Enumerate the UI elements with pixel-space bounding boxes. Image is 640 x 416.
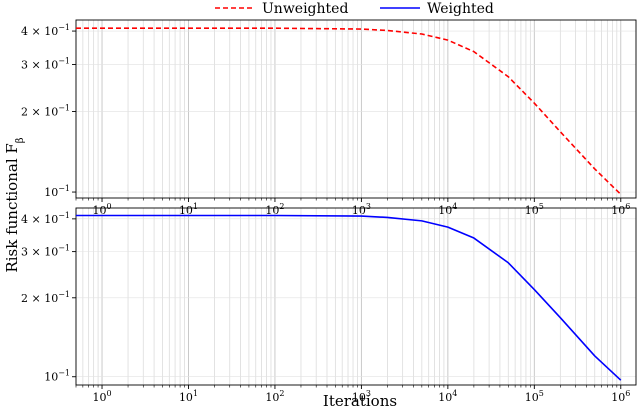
x-tick-label: 102 xyxy=(265,202,284,217)
y-tick-label: 3 × 10−1 xyxy=(21,244,70,259)
plot-frame xyxy=(75,207,637,386)
series-line-weighted xyxy=(76,214,622,381)
y-tick-label: 10−1 xyxy=(44,184,70,199)
x-tick-label: 101 xyxy=(179,389,198,404)
y-tick-label: 3 × 10−1 xyxy=(21,56,70,71)
x-tick-label: 106 xyxy=(611,389,630,404)
x-axis-label: Iterations xyxy=(323,392,397,410)
y-axis-label-subscript: β xyxy=(15,137,26,143)
x-tick-label: 106 xyxy=(611,202,630,217)
y-tick-label: 2 × 10−1 xyxy=(21,104,70,119)
legend-label-unweighted: Unweighted xyxy=(262,1,348,17)
panel-1: 100 101 102 103 104 105 106 4 × 10−1 3 × 10−1 2 ×… xyxy=(21,19,637,217)
series-line-unweighted xyxy=(76,27,622,195)
y-tick-label: 10−1 xyxy=(44,369,70,384)
x-tick-label: 103 xyxy=(352,389,371,404)
x-tick-label: 104 xyxy=(438,389,457,404)
x-tick-label: 100 xyxy=(92,389,111,404)
panel-2: 100 101 102 103 104 105 106 4 × 10−1 3 × 10−1 2 ×… xyxy=(21,207,637,404)
x-tick-label: 101 xyxy=(179,202,198,217)
x-tick-label: 100 xyxy=(92,202,111,217)
y-axis-label: Risk functional Fβ xyxy=(3,137,26,272)
panels-layer: 100 101 102 103 104 105 106 4 × 10−1 3 × 10−1 2 ×… xyxy=(21,19,637,404)
x-tick-label: 102 xyxy=(265,389,284,404)
plot-frame xyxy=(75,19,637,199)
legend: Unweighted Weighted xyxy=(215,1,494,17)
legend-label-weighted: Weighted xyxy=(427,1,494,17)
y-tick-label: 4 × 10−1 xyxy=(21,23,70,38)
x-tick-label: 105 xyxy=(525,389,544,404)
x-tick-label: 105 xyxy=(525,202,544,217)
y-tick-label: 2 × 10−1 xyxy=(21,290,70,305)
x-tick-label: 103 xyxy=(352,202,371,217)
x-tick-label: 104 xyxy=(438,202,457,217)
y-tick-label: 4 × 10−1 xyxy=(21,211,70,226)
y-axis-label-base: Risk functional F xyxy=(3,143,21,272)
